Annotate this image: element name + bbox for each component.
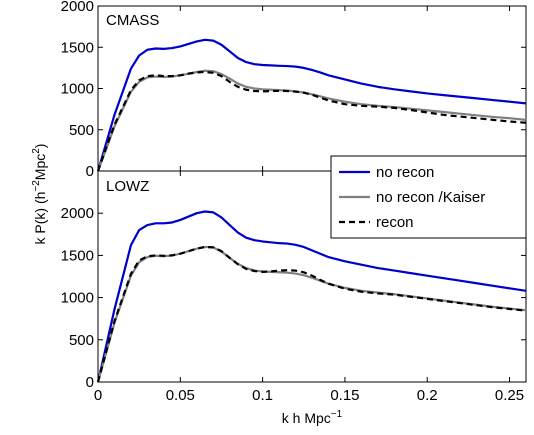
cmass-y-ticks: 0 500 1000 1500 2000 [61,0,526,180]
lowz-y-tick-label: 1000 [61,290,94,307]
lowz-x-ticks: 0 0.05 0.1 0.15 0.2 0.25 [94,171,524,404]
legend-label-no-recon-kaiser: no recon /Kaiser [376,189,485,206]
lowz-y-tick-label: 2000 [61,205,94,222]
x-tick-label: 0.1 [252,387,273,404]
panel-cmass: CMASS 0 500 1000 1500 2000 [61,0,527,180]
lowz-y-tick-label: 500 [69,332,94,349]
legend-label-no-recon: no recon [376,164,434,181]
cmass-series-no-recon-kaiser [96,69,527,172]
panel-lowz-label: LOWZ [106,178,149,195]
cmass-series-recon [96,70,527,172]
cmass-series-no-recon [96,38,527,172]
lowz-y-tick-label: 0 [86,374,94,391]
x-tick-label: 0.05 [166,387,195,404]
cmass-series-lines [96,38,527,172]
lowz-y-ticks: 0 500 1000 1500 2000 [61,205,526,391]
lowz-series-no-recon [96,210,527,383]
cmass-y-tick-label: 1000 [61,81,94,98]
legend: no recon no recon /Kaiser recon [330,155,527,239]
cmass-y-tick-label: 1500 [61,39,94,56]
lowz-series-recon [96,245,527,383]
y-axis-title: k P(k) (h−2Mpc2) [31,144,48,245]
x-tick-label: 0.2 [417,387,438,404]
panel-cmass-frame [97,5,527,172]
cmass-y-tick-label: 500 [69,122,94,139]
legend-label-recon: recon [376,214,414,231]
x-tick-label: 0.15 [330,387,359,404]
x-axis-title: k h Mpc−1 [282,409,343,426]
lowz-series-lines [96,210,527,383]
x-tick-label: 0.25 [495,387,524,404]
panel-cmass-label: CMASS [106,12,159,29]
cmass-y-tick-label: 2000 [61,0,94,15]
cmass-y-tick-label: 0 [86,163,94,180]
x-tick-label: 0 [94,387,102,404]
lowz-y-tick-label: 1500 [61,247,94,264]
